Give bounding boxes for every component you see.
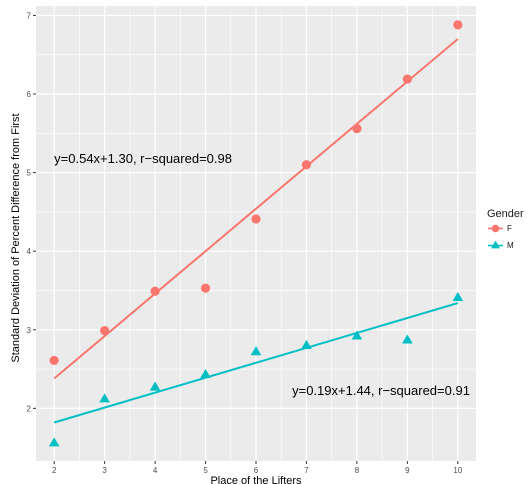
point-m (99, 393, 110, 403)
y-tick-label: 6 (27, 90, 32, 99)
y-tick-label: 4 (27, 247, 32, 256)
point-m (301, 339, 312, 349)
point-m (351, 330, 363, 340)
x-tick-label: 6 (254, 466, 259, 475)
x-axis-title: Place of the Lifters (210, 475, 302, 484)
point-f (49, 355, 59, 366)
legend-item-f: F (487, 220, 527, 237)
legend-title: Gender (487, 208, 524, 220)
y-axis: 2 3 4 5 6 7 (27, 11, 36, 413)
point-m (250, 346, 262, 356)
y-tick-label: 5 (27, 169, 32, 178)
y-tick-label: 2 (27, 404, 32, 413)
x-tick-label: 4 (153, 466, 158, 475)
legend-symbol-triangle (488, 240, 503, 249)
fit-line-f (53, 38, 459, 380)
point-f (200, 283, 211, 293)
legend-label-m: M (507, 241, 514, 250)
x-axis: 2 3 4 5 6 7 8 9 10 (52, 461, 463, 475)
point-m (452, 291, 464, 302)
point-m (149, 381, 161, 391)
fit-lines (53, 38, 459, 424)
y-axis-title: Standard Deviation of Percent Difference… (10, 113, 22, 362)
point-m (48, 437, 60, 447)
y-tick-label: 3 (27, 326, 32, 335)
y-tick-label: 7 (27, 11, 32, 20)
legend-key-m (487, 237, 504, 254)
data-points (48, 20, 464, 447)
x-tick-label: 5 (203, 466, 208, 475)
grid-major (36, 6, 476, 461)
legend-item-m: M (487, 237, 527, 254)
annotations: y=0.54x+1.30, r−squared=0.98 y=0.19x+1.44… (54, 151, 470, 398)
x-tick-label: 9 (405, 466, 410, 475)
legend-label-f: F (507, 224, 512, 233)
point-f (100, 325, 110, 336)
x-tick-label: 10 (453, 466, 462, 475)
legend-symbol-circle (488, 224, 503, 233)
point-f (402, 74, 412, 84)
point-f (453, 20, 463, 30)
point-f (301, 160, 312, 170)
point-m (402, 334, 413, 344)
legend-key-f (487, 220, 504, 237)
x-tick-label: 2 (52, 466, 57, 475)
x-tick-label: 8 (355, 466, 360, 475)
fit-line-m (53, 302, 459, 424)
legend: Gender F M (487, 208, 527, 254)
point-f (150, 286, 160, 296)
x-tick-label: 7 (304, 466, 309, 475)
x-tick-label: 3 (102, 466, 107, 475)
point-f (352, 123, 362, 134)
point-m (200, 368, 211, 379)
equation-label-m: y=0.19x+1.44, r−squared=0.91 (292, 383, 470, 398)
point-f (251, 214, 261, 224)
equation-label-f: y=0.54x+1.30, r−squared=0.98 (54, 151, 232, 166)
